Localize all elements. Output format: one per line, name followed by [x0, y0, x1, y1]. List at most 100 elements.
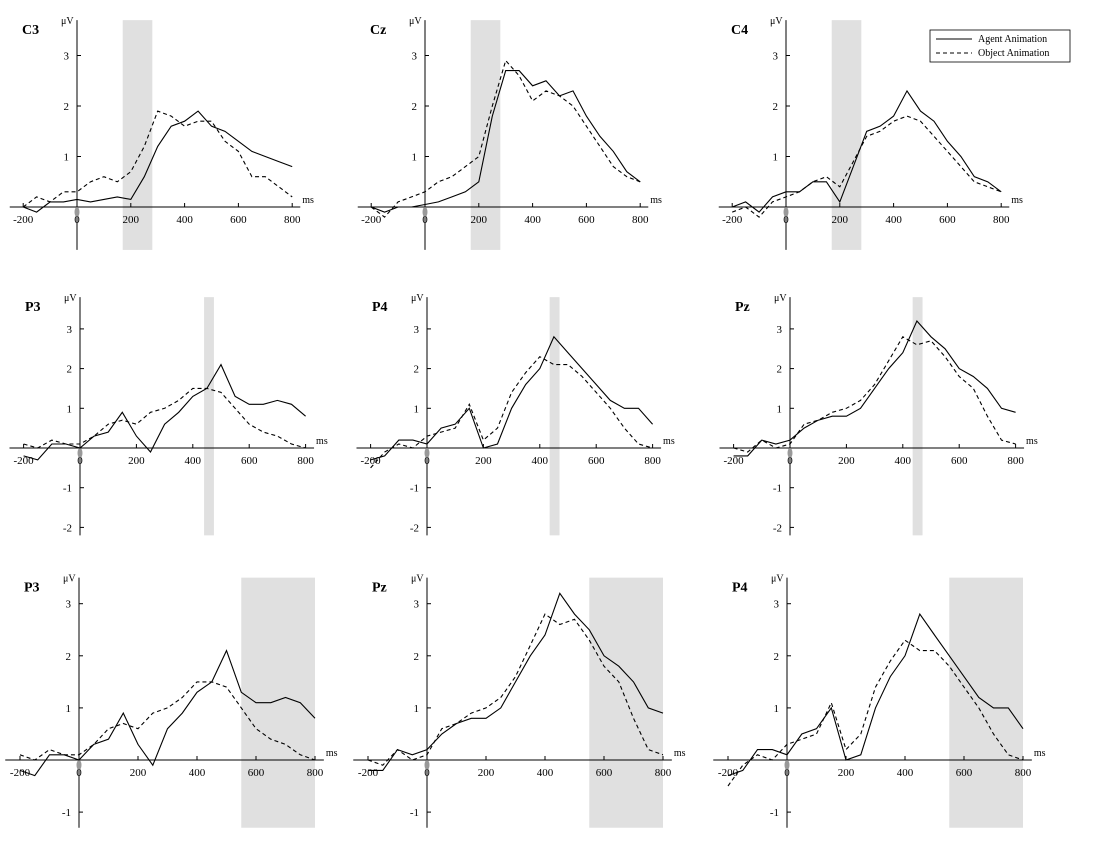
- x-tick-label: 800: [1015, 767, 1032, 779]
- panel-title: P3: [24, 581, 40, 596]
- shade-region: [241, 577, 315, 828]
- x-tick-label: -200: [722, 214, 743, 226]
- y-tick-label: 2: [773, 101, 779, 113]
- series-line: [727, 639, 1024, 787]
- y-tick-label: 2: [777, 364, 783, 376]
- y-tick-label: -1: [63, 483, 72, 495]
- legend-label: Object Animation: [978, 48, 1049, 59]
- series-line: [370, 335, 654, 461]
- zero-marker: [76, 760, 82, 770]
- legend-box: [929, 29, 1071, 63]
- x-tick-label: -200: [724, 455, 745, 467]
- x-tick-label: 0: [787, 455, 793, 467]
- x-tick-label: 600: [241, 455, 258, 467]
- series-line: [370, 59, 641, 218]
- x-tick-label: 200: [128, 455, 145, 467]
- x-tick-label: 200: [471, 214, 488, 226]
- zero-marker: [77, 448, 83, 458]
- y-tick-label: -1: [773, 483, 782, 495]
- x-tick-label: 400: [532, 455, 549, 467]
- series-line: [732, 89, 1002, 213]
- y-axis-label: μV: [61, 16, 74, 27]
- panel-title: Pz: [735, 300, 750, 315]
- y-tick-label: 2: [67, 364, 73, 376]
- shade-region: [831, 20, 862, 250]
- zero-marker: [787, 448, 793, 458]
- y-tick-label: 2: [64, 101, 70, 113]
- y-tick-label: 1: [774, 703, 780, 715]
- series-line: [733, 336, 1016, 453]
- shade-region: [589, 577, 663, 828]
- x-tick-label: 600: [956, 767, 973, 779]
- panel: -200 0 200 400 600 800 -1 1 2 3 μV ms P4: [713, 574, 1046, 828]
- series-line: [370, 356, 653, 469]
- x-tick-label: 800: [284, 214, 301, 226]
- series-line: [19, 649, 316, 777]
- panel: -200 0 200 400 600 800 -1 1 2 3 μV ms Pz: [353, 574, 686, 828]
- panel-title: Pz: [372, 581, 387, 596]
- zero-marker: [424, 448, 430, 458]
- x-tick-label: 400: [189, 767, 206, 779]
- panel: -200 0 200 400 600 800 1 2 3 μV ms C3: [9, 16, 314, 250]
- x-tick-label: -200: [13, 214, 34, 226]
- y-tick-label: 3: [414, 599, 420, 611]
- x-tick-label: 200: [832, 214, 849, 226]
- zero-marker: [74, 207, 80, 217]
- x-tick-label: 400: [885, 214, 902, 226]
- zero-marker: [422, 207, 428, 217]
- x-tick-label: 200: [478, 767, 495, 779]
- y-tick-label: 3: [777, 324, 783, 336]
- x-axis-label: ms: [1026, 436, 1038, 447]
- x-tick-label: 0: [74, 214, 80, 226]
- series-line: [23, 363, 306, 461]
- x-tick-label: 800: [1007, 455, 1024, 467]
- panel: -200 0 200 400 600 800 -2 -1 1 2 3 μV ms P3: [9, 293, 328, 536]
- shade-region: [549, 297, 560, 536]
- legend-label: Agent Animation: [978, 34, 1047, 45]
- y-axis-label: μV: [63, 574, 76, 585]
- zero-marker: [784, 760, 790, 770]
- x-tick-label: 400: [897, 767, 914, 779]
- x-tick-label: -200: [14, 455, 35, 467]
- x-tick-label: 400: [176, 214, 193, 226]
- y-tick-label: 3: [774, 599, 780, 611]
- y-tick-label: -1: [410, 807, 419, 819]
- series-line: [371, 70, 641, 213]
- x-tick-label: 600: [230, 214, 247, 226]
- panel: -200 0 200 400 600 800 1 2 3 μV ms Cz: [357, 16, 662, 250]
- x-tick-label: 400: [185, 455, 202, 467]
- x-tick-label: 200: [475, 455, 492, 467]
- panel: -200 0 200 400 600 800 -1 1 2 3 μV ms P3: [5, 574, 338, 828]
- series-line: [23, 110, 293, 213]
- panel-title: P4: [372, 300, 388, 315]
- series-line: [368, 592, 664, 771]
- x-axis-label: ms: [663, 436, 675, 447]
- series-line: [22, 110, 293, 208]
- y-tick-label: -1: [62, 807, 71, 819]
- x-tick-label: -200: [361, 455, 382, 467]
- series-line: [732, 115, 1002, 218]
- x-tick-label: 200: [838, 767, 855, 779]
- x-axis-label: ms: [1011, 195, 1023, 206]
- y-tick-label: 1: [414, 703, 420, 715]
- x-tick-label: 400: [895, 455, 912, 467]
- panel-title: P4: [732, 581, 748, 596]
- y-axis-label: μV: [411, 293, 424, 304]
- x-tick-label: 0: [424, 455, 430, 467]
- x-tick-label: 800: [644, 455, 661, 467]
- y-tick-label: 1: [777, 403, 783, 415]
- panel: -200 0 200 400 600 800 -2 -1 1 2 3 μV ms P4: [356, 293, 675, 536]
- y-tick-label: 3: [414, 324, 420, 336]
- y-tick-label: 2: [66, 651, 72, 663]
- x-tick-label: -200: [358, 767, 379, 779]
- shade-region: [204, 297, 214, 536]
- x-axis-label: ms: [302, 195, 314, 206]
- y-axis-label: μV: [771, 574, 784, 585]
- x-tick-label: 600: [248, 767, 265, 779]
- x-tick-label: 0: [422, 214, 428, 226]
- y-tick-label: 1: [66, 703, 72, 715]
- panel-title: P3: [25, 300, 41, 315]
- shade-region: [912, 297, 923, 536]
- x-tick-label: -200: [718, 767, 739, 779]
